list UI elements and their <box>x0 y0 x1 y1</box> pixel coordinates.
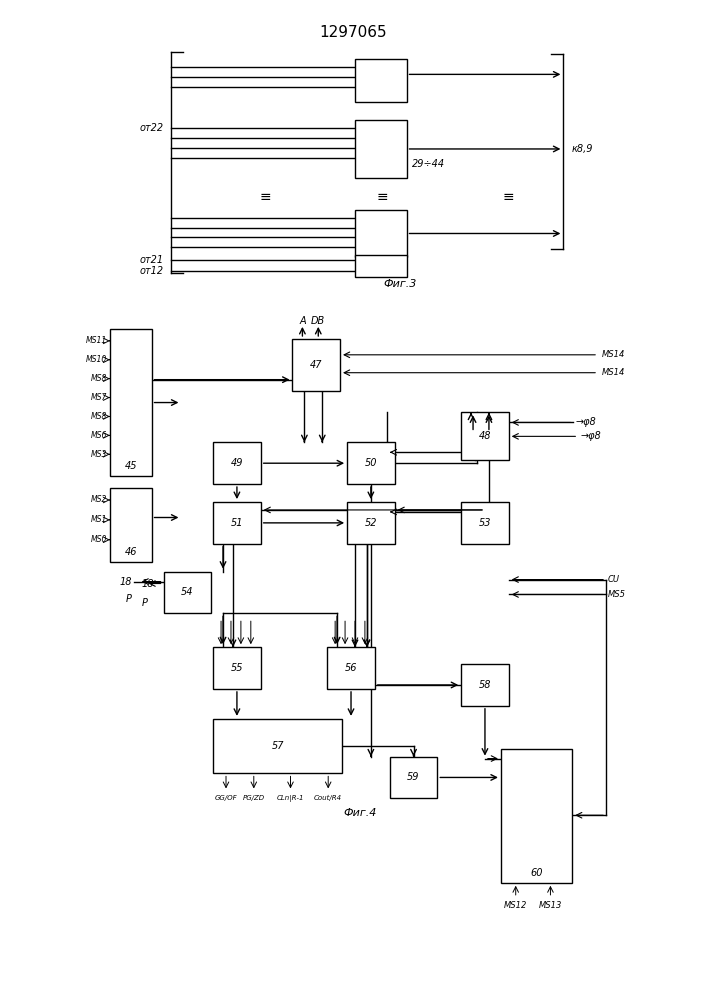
Bar <box>293 339 340 391</box>
Text: 47: 47 <box>310 360 322 370</box>
Text: MS11: MS11 <box>86 336 107 345</box>
Bar <box>461 502 509 544</box>
Text: 45: 45 <box>124 461 137 471</box>
Text: CLn|R-1: CLn|R-1 <box>276 795 304 802</box>
Bar <box>390 757 438 798</box>
Text: MS7: MS7 <box>90 393 107 402</box>
Text: 18: 18 <box>141 579 154 589</box>
Text: P: P <box>126 594 132 604</box>
Text: 51: 51 <box>230 518 243 528</box>
Text: MS1: MS1 <box>90 515 107 524</box>
Bar <box>213 442 261 484</box>
Text: 46: 46 <box>124 547 137 557</box>
Text: 48: 48 <box>479 431 491 441</box>
Text: 52: 52 <box>365 518 377 528</box>
Bar <box>461 664 509 706</box>
Bar <box>355 255 407 277</box>
Text: ≡: ≡ <box>503 190 515 204</box>
Text: MS14: MS14 <box>602 368 626 377</box>
Text: 53: 53 <box>479 518 491 528</box>
Bar <box>213 719 342 773</box>
Bar <box>461 412 509 460</box>
Text: 50: 50 <box>365 458 377 468</box>
Text: MS10: MS10 <box>86 355 107 364</box>
Text: A: A <box>299 316 305 326</box>
Text: MS8: MS8 <box>90 374 107 383</box>
Bar <box>213 647 261 689</box>
Text: 59: 59 <box>407 772 420 782</box>
Text: →φ8: →φ8 <box>580 431 601 441</box>
Bar <box>501 749 572 883</box>
Text: →φ8: →φ8 <box>575 417 596 427</box>
Text: MS13: MS13 <box>539 901 562 910</box>
Bar <box>347 502 395 544</box>
Text: MS14: MS14 <box>602 350 626 359</box>
Text: MS6: MS6 <box>90 431 107 440</box>
Bar <box>163 572 211 613</box>
Bar <box>110 329 151 476</box>
Bar <box>347 442 395 484</box>
Bar <box>110 488 151 562</box>
Text: Cout/R4: Cout/R4 <box>314 795 342 801</box>
Text: 1297065: 1297065 <box>319 25 387 40</box>
Text: MS5: MS5 <box>608 590 626 599</box>
Text: 49: 49 <box>230 458 243 468</box>
Text: от22: от22 <box>139 123 163 133</box>
Text: MS2: MS2 <box>90 495 107 504</box>
Text: MS8: MS8 <box>90 412 107 421</box>
Text: MS3: MS3 <box>90 450 107 459</box>
Text: к8,9: к8,9 <box>571 144 592 154</box>
Text: от12: от12 <box>139 266 163 276</box>
Text: ≡: ≡ <box>260 190 271 204</box>
Text: MS12: MS12 <box>504 901 527 910</box>
Text: MS0: MS0 <box>90 535 107 544</box>
Text: DB: DB <box>311 316 325 326</box>
Bar <box>355 210 407 257</box>
Bar <box>355 59 407 102</box>
Text: 55: 55 <box>230 663 243 673</box>
Text: 58: 58 <box>479 680 491 690</box>
Bar <box>327 647 375 689</box>
Text: от21: от21 <box>139 255 163 265</box>
Text: 60: 60 <box>530 868 543 878</box>
Text: GG/OF: GG/OF <box>215 795 238 801</box>
Text: Фиг.3: Фиг.3 <box>383 279 416 289</box>
Text: P: P <box>141 598 148 608</box>
Text: 57: 57 <box>271 741 284 751</box>
Text: 56: 56 <box>345 663 357 673</box>
Text: 18: 18 <box>119 577 132 587</box>
Text: Фиг.4: Фиг.4 <box>344 808 377 818</box>
Text: PG/ZD: PG/ZD <box>243 795 265 801</box>
Text: ≡: ≡ <box>377 190 389 204</box>
Text: CU: CU <box>608 575 620 584</box>
Text: 54: 54 <box>181 587 194 597</box>
Bar <box>213 502 261 544</box>
Text: 29÷44: 29÷44 <box>411 159 445 169</box>
Bar <box>355 120 407 178</box>
